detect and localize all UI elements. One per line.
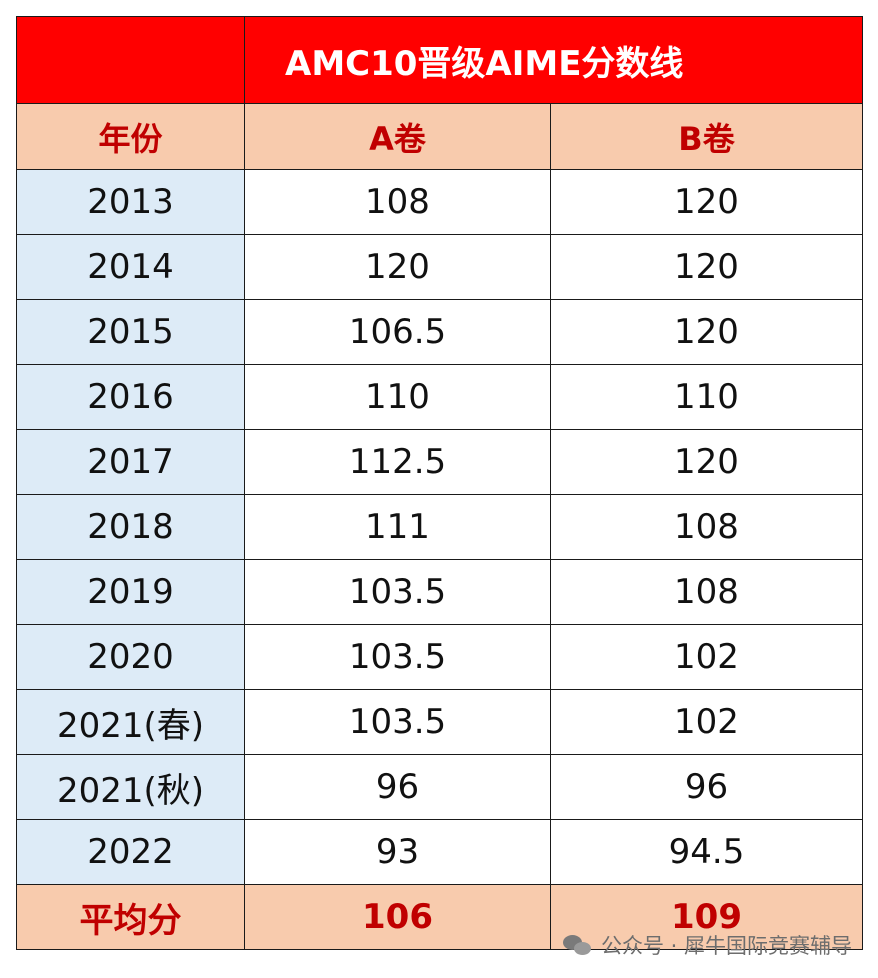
header-a: A卷 — [244, 103, 551, 170]
b-cell: 120 — [550, 429, 863, 495]
table-row: 2017 112.5 120 — [16, 429, 863, 495]
table-row: 2021(春) 103.5 102 — [16, 689, 863, 755]
year-cell: 2021(秋) — [16, 754, 245, 820]
b-cell: 94.5 — [550, 819, 863, 885]
year-cell: 2018 — [16, 494, 245, 560]
a-cell: 110 — [244, 364, 551, 430]
header-row: 年份 A卷 B卷 — [16, 103, 863, 170]
year-cell: 2022 — [16, 819, 245, 885]
watermark-text: 公众号 · 犀牛国际竞赛辅导 — [600, 934, 852, 958]
title-row: AMC10晋级AIME分数线 — [16, 16, 863, 104]
b-cell: 96 — [550, 754, 863, 820]
year-cell: 2013 — [16, 169, 245, 235]
b-cell: 110 — [550, 364, 863, 430]
b-cell: 108 — [550, 494, 863, 560]
title-blank-cell — [16, 16, 245, 104]
watermark: 公众号 · 犀牛国际竞赛辅导 — [562, 930, 852, 960]
a-cell: 112.5 — [244, 429, 551, 495]
year-cell: 2016 — [16, 364, 245, 430]
average-label: 平均分 — [16, 884, 245, 950]
a-cell: 93 — [244, 819, 551, 885]
header-b: B卷 — [550, 103, 863, 170]
a-cell: 96 — [244, 754, 551, 820]
a-cell: 120 — [244, 234, 551, 300]
table-row: 2020 103.5 102 — [16, 624, 863, 690]
a-cell: 103.5 — [244, 689, 551, 755]
a-cell: 111 — [244, 494, 551, 560]
a-cell: 103.5 — [244, 624, 551, 690]
table-row: 2013 108 120 — [16, 169, 863, 235]
score-table: AMC10晋级AIME分数线 年份 A卷 B卷 2013 108 120 2014 1… — [16, 16, 863, 950]
a-cell: 108 — [244, 169, 551, 235]
year-cell: 2017 — [16, 429, 245, 495]
wechat-icon — [562, 933, 593, 957]
b-cell: 108 — [550, 559, 863, 625]
table-title: AMC10晋级AIME分数线 — [244, 16, 863, 104]
b-cell: 120 — [550, 299, 863, 365]
a-cell: 106.5 — [244, 299, 551, 365]
table-row: 2019 103.5 108 — [16, 559, 863, 625]
average-row: 平均分 106 109 — [16, 884, 863, 950]
a-cell: 103.5 — [244, 559, 551, 625]
table-row: 2014 120 120 — [16, 234, 863, 300]
year-cell: 2014 — [16, 234, 245, 300]
average-b: 109 — [550, 884, 863, 950]
year-cell: 2015 — [16, 299, 245, 365]
table-row: 2016 110 110 — [16, 364, 863, 430]
year-cell: 2020 — [16, 624, 245, 690]
header-year: 年份 — [16, 103, 245, 170]
year-cell: 2021(春) — [16, 689, 245, 755]
table-row: 2022 93 94.5 — [16, 819, 863, 885]
table-row: 2015 106.5 120 — [16, 299, 863, 365]
b-cell: 102 — [550, 689, 863, 755]
average-a: 106 — [244, 884, 551, 950]
b-cell: 120 — [550, 169, 863, 235]
b-cell: 120 — [550, 234, 863, 300]
table-row: 2021(秋) 96 96 — [16, 754, 863, 820]
year-cell: 2019 — [16, 559, 245, 625]
b-cell: 102 — [550, 624, 863, 690]
table-row: 2018 111 108 — [16, 494, 863, 560]
